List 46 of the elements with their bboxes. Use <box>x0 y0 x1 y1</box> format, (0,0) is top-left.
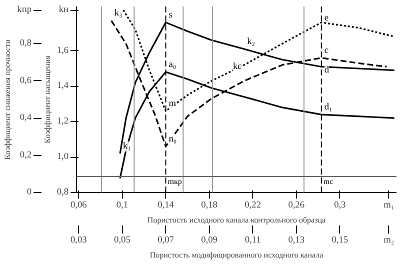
annotation: k₂ <box>247 37 256 48</box>
x-tick-label: m₁ <box>384 200 394 210</box>
y-tick-label: 1,2 <box>56 116 69 127</box>
annotation: kс <box>232 62 242 72</box>
y2-tick-label: 0,6 <box>20 76 32 86</box>
y2-axis-title: Коэффициент снижения прочности <box>3 38 12 160</box>
y2-tick-label: 0 <box>26 188 32 198</box>
x-tick-label: 0,06 <box>70 200 88 210</box>
x2-tick-label: 0,11 <box>244 236 262 246</box>
x2-tick-label: m₂ <box>384 236 394 246</box>
y-tick-label: 1,0 <box>56 152 69 162</box>
y-axis-title: Коэффициент насыщения <box>42 55 52 144</box>
annotation: m <box>168 99 177 110</box>
x-tick-label: 0,3 <box>334 200 346 210</box>
x-tick-label: 0,1 <box>116 200 128 210</box>
annotation: k₁ <box>123 142 131 152</box>
y-tick-label: kн <box>58 5 69 16</box>
y-tick-label: 1,6 <box>56 46 69 56</box>
y2-tick-label: 0,4 <box>20 113 32 124</box>
x-tick-label: 0,14 <box>158 200 174 210</box>
x-tick-label: 0,26 <box>288 200 305 210</box>
annotation: s <box>168 10 173 20</box>
x-tick-label: 0,22 <box>244 200 262 210</box>
x2-tick-label: 0,15 <box>332 236 348 246</box>
x2-axis-title: Пористость модифицированного исходного канала <box>150 250 324 260</box>
y2-tick-label: kпр <box>17 5 32 16</box>
y2-tick-label: 0,8 <box>20 38 32 49</box>
annotation: a₀ <box>168 60 176 70</box>
x2-tick-label: 0,05 <box>114 236 131 246</box>
x2-tick-label: 0,13 <box>288 236 305 246</box>
annotation: e <box>324 13 329 24</box>
y-tick-label: 1,4 <box>56 81 69 92</box>
x2-tick-label: 0,09 <box>201 236 218 246</box>
x-axis-title: Пористость исходного канала контрольного образца <box>147 216 326 224</box>
x-tick-label: 0,18 <box>201 200 218 210</box>
ref-line-label: mкр <box>168 176 182 186</box>
x2-tick-label: 0,03 <box>70 236 88 246</box>
y2-tick-label: 0,2 <box>20 150 32 160</box>
annotation: d <box>324 65 330 76</box>
annotation: c <box>324 46 329 56</box>
annotation: k₃ <box>114 8 122 19</box>
ref-line-label: mс <box>323 176 334 186</box>
y-tick-label: 0,8 <box>56 188 69 198</box>
x2-tick-label: 0,07 <box>158 236 174 246</box>
annotation: d₁ <box>324 102 332 113</box>
annotation: n₀ <box>168 134 177 144</box>
